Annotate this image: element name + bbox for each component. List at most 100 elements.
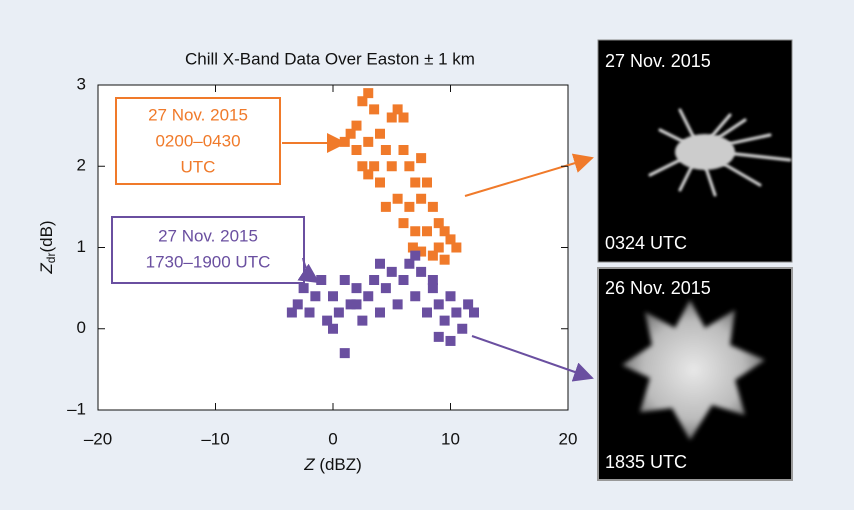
scatter-point <box>310 291 321 302</box>
scatter-point <box>351 120 362 131</box>
y-label-unit: (dB) <box>37 220 56 252</box>
scatter-point <box>445 234 456 245</box>
scatter-point <box>427 250 438 261</box>
scatter-point <box>328 323 338 334</box>
scatter-point <box>439 254 450 265</box>
scatter-point <box>316 275 327 285</box>
scatter-point <box>339 275 350 285</box>
scatter-point <box>410 250 421 261</box>
y-tick-label: 1 <box>77 237 86 256</box>
scatter-point <box>416 153 427 164</box>
y-label-subscript: dr <box>44 253 58 264</box>
scatter-point <box>386 161 397 172</box>
scatter-point <box>375 128 385 139</box>
annotation-box <box>111 216 305 284</box>
x-tick-label: 10 <box>441 429 460 448</box>
scatter-point <box>422 226 432 237</box>
scatter-point <box>392 104 403 115</box>
scatter-point <box>404 201 415 212</box>
scatter-point <box>386 266 397 277</box>
scatter-point <box>451 242 462 253</box>
scatter-point <box>298 283 309 294</box>
scatter-point <box>410 291 421 302</box>
scatter-point <box>439 315 450 326</box>
scatter-point <box>333 307 344 318</box>
scatter-point <box>375 177 385 188</box>
scatter-point <box>451 307 462 318</box>
y-tick-label: 0 <box>77 318 86 337</box>
scatter-point <box>398 112 409 123</box>
scatter-point <box>398 218 409 229</box>
y-tick-label: 3 <box>77 74 86 93</box>
x-tick-label: –10 <box>201 429 229 448</box>
scatter-point <box>433 331 444 342</box>
scatter-point <box>357 315 368 326</box>
scatter-point <box>463 299 474 310</box>
scatter-point <box>363 88 374 99</box>
scatter-point <box>457 323 468 334</box>
chart-title: Chill X-Band Data Over Easton ± 1 km <box>185 49 475 68</box>
scatter-point <box>375 307 385 318</box>
x-axis-label: Z (dBZ) <box>303 455 362 474</box>
scatter-point <box>369 104 380 115</box>
scatter-point <box>410 226 421 237</box>
arrow <box>297 257 320 284</box>
scatter-point <box>398 145 409 155</box>
scatter-point <box>404 258 415 269</box>
scatter-point <box>386 112 397 123</box>
annotation-text: 27 Nov. 2015 <box>158 226 258 245</box>
photo-label: 1835 UTC <box>605 452 687 472</box>
annotation-text: UTC <box>181 157 216 176</box>
x-label-unit: (dBZ) <box>319 455 362 474</box>
scatter-point <box>404 161 415 172</box>
scatter-point <box>322 315 333 326</box>
photo: 27 Nov. 2015 0324 UTC <box>597 39 793 263</box>
scatter-point <box>369 275 380 285</box>
x-tick-label: –20 <box>84 429 112 448</box>
x-label-symbol: Z <box>303 455 315 474</box>
scatter-point <box>433 242 444 253</box>
scatter-point <box>427 283 438 294</box>
x-tick-label: 0 <box>328 429 337 448</box>
scatter-point <box>357 96 368 107</box>
scatter-point <box>445 335 456 346</box>
photo-label: 26 Nov. 2015 <box>605 278 711 298</box>
photo-label: 0324 UTC <box>605 233 687 253</box>
scatter-point <box>407 242 418 253</box>
scatter-point <box>416 193 427 204</box>
scatter-point <box>380 201 391 212</box>
photo: 26 Nov. 2015 1835 UTC <box>597 267 793 481</box>
scatter-point <box>339 136 350 147</box>
scatter-point <box>363 169 374 180</box>
scatter-point <box>422 177 432 188</box>
scatter-point <box>345 299 356 310</box>
scatter-point <box>416 266 427 277</box>
y-label-symbol: Z <box>37 263 56 275</box>
scatter-point <box>416 246 427 257</box>
scatter-point <box>357 161 368 172</box>
scatter-point <box>369 161 380 172</box>
scatter-point <box>398 275 409 285</box>
scatter-point <box>380 283 391 294</box>
scatter-point <box>422 307 432 318</box>
annotation-text: 1730–1900 UTC <box>146 252 271 271</box>
annotation-text: 27 Nov. 2015 <box>148 105 248 124</box>
scatter-point <box>427 275 438 285</box>
scatter-point <box>433 218 444 229</box>
scatter-point <box>351 145 362 155</box>
scatter-point <box>439 226 450 237</box>
scatter-point <box>392 299 403 310</box>
scatter-point <box>363 291 374 302</box>
scatter-point <box>380 145 391 155</box>
scatter-point <box>339 348 350 359</box>
scatter-point <box>427 201 438 212</box>
scatter-point <box>345 128 356 139</box>
annotation-text: 0200–0430 <box>155 131 240 150</box>
arrow <box>464 153 594 197</box>
scatter-point <box>375 258 385 269</box>
annotation-box <box>115 97 281 185</box>
scatter-point <box>392 193 403 204</box>
x-tick-label: 20 <box>559 429 578 448</box>
y-tick-label: –1 <box>67 399 86 418</box>
